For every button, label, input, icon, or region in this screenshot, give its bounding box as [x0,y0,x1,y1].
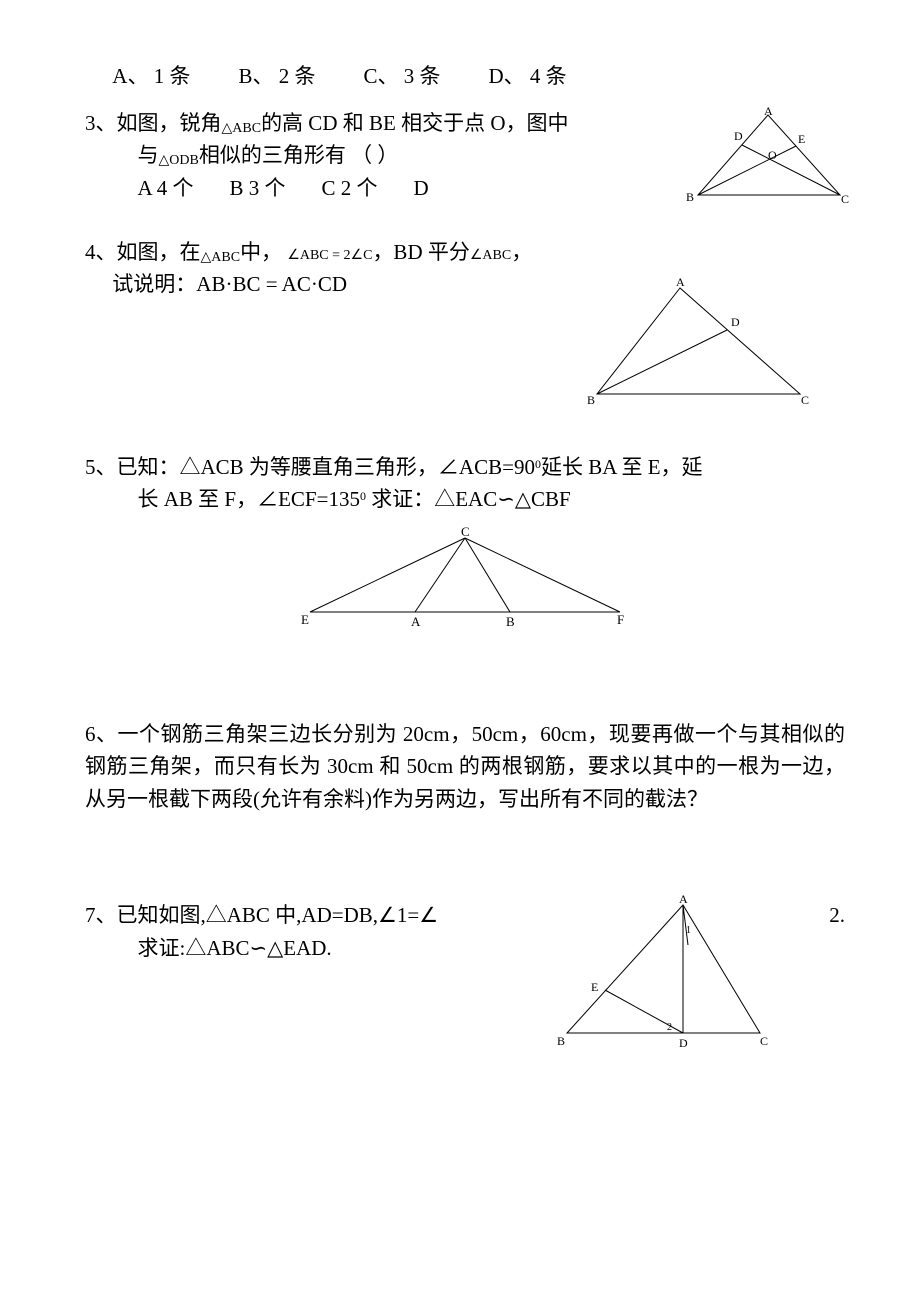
q4-fig-C: C [801,393,809,407]
q3-l1b: 的高 CD 和 BE 相交于点 O，图中 [261,111,568,135]
q4-l2: 试说明：AB·BC = AC·CD [112,272,347,296]
q7: 7、已知如图,△ABC 中,AD=DB,∠1=∠ 2. 求证:△ABC∽△EAD… [85,899,845,1069]
q3-fig-B: B [686,190,694,204]
q5: 5、已知：△ACB 为等腰直角三角形，∠ACB=900延长 BA 至 E，延 长… [85,451,845,634]
q7-l1a: 已知如图,△ABC 中,AD=DB,∠1=∠ [117,903,439,927]
q3-l2b: 相似的三角形有 （ ） [199,143,399,167]
q6: 6、一个钢筋三角架三边长分别为 20cm，50cm，60cm，现要再做一个与其相… [85,718,845,816]
q4-sub3: ∠ABC [470,248,511,263]
q4-fig-A: A [676,276,685,289]
q5-l1b: 延长 BA 至 E，延 [541,455,703,479]
q2-opt-row: A、 1 条 B、 2 条 C、 3 条 D、 4 条 [85,60,845,93]
q4: 4、如图，在△ABC中， ∠ABC = 2∠C，BD 平分∠ABC， 试说明：A… [85,236,845,411]
q4-fig-B: B [587,393,595,407]
q4-sub1: △ABC [201,250,241,265]
q5-figure-wrap: C E A B F [85,524,845,634]
q2-opt-d: D、 4 条 [489,60,567,93]
q3-fig-O: O [768,148,777,162]
q5-line2: 长 AB 至 F，∠ECF=1350 求证：△EAC∽△CBF [85,483,845,516]
q7-fig-B: B [557,1034,565,1048]
q7-fig-2: 2 [667,1022,672,1033]
q3-fig-C: C [841,192,849,206]
q3-opt-b: B 3 个 [230,172,286,205]
q6-body: 6、一个钢筋三角架三边长分别为 20cm，50cm，60cm，现要再做一个与其相… [85,718,845,816]
q4-figure: A B C D [585,276,815,411]
q3-fig-D: D [734,129,743,143]
q7-fig-A: A [679,893,688,906]
q2-opt-a: A、 1 条 [112,60,190,93]
q5-l1: 已知：△ACB 为等腰直角三角形，∠ACB=90 [117,455,535,479]
q4-line1: 4、如图，在△ABC中， ∠ABC = 2∠C，BD 平分∠ABC， [85,236,845,269]
q5-l2b: 求证：△EAC∽△CBF [366,487,571,511]
q5-l2a: 长 AB 至 F，∠ECF=135 [138,487,360,511]
q5-line1: 5、已知：△ACB 为等腰直角三角形，∠ACB=900延长 BA 至 E，延 [85,451,845,484]
q7-l1b: 2. [829,899,845,932]
q3-opt-a: A 4 个 [138,172,194,205]
q3-num: 3、 [85,111,117,135]
q3-sub1: △ABC [222,121,262,136]
q4-l1b: 中， [240,240,287,264]
q5-figure: C E A B F [295,524,635,634]
q4-l1c: ，BD 平分 [372,240,469,264]
q5-fig-C: C [461,524,470,539]
q4-l1d: ， [511,240,532,264]
q4-l1a: 如图，在 [117,240,201,264]
q7-figure: A B C D E 1 2 [555,893,775,1053]
q4-num: 4、 [85,240,117,264]
q3-l1a: 如图，锐角 [117,111,222,135]
q6-num: 6、 [85,722,118,746]
q4-sub2: ∠ABC = 2∠C [287,248,372,263]
q2-options: A、 1 条 B、 2 条 C、 3 条 D、 4 条 [85,60,845,93]
q5-fig-A: A [411,614,421,629]
q5-fig-B: B [506,614,515,629]
q5-fig-E: E [301,612,309,627]
q2-opt-b: B、 2 条 [238,60,315,93]
q4-fig-D: D [731,315,740,329]
q3-sub2: △ODB [159,153,199,168]
q7-l2: 求证:△ABC∽△EAD. [138,936,332,960]
q3-fig-E: E [798,132,805,146]
q5-num: 5、 [85,455,117,479]
q7-fig-D: D [679,1036,688,1050]
q7-fig-1: 1 [686,925,691,936]
q5-fig-F: F [617,612,624,627]
q3: 3、如图，锐角△ABC的高 CD 和 BE 相交于点 O，图中 与△ODB相似的… [85,107,845,222]
q7-fig-E: E [591,980,598,994]
q3-opt-d: D [414,172,429,205]
q2-opt-c: C、 3 条 [363,60,440,93]
q7-fig-C: C [760,1034,768,1048]
q3-opt-c: C 2 个 [322,172,378,205]
q3-figure: A B C D E O [680,107,855,207]
q3-fig-A: A [764,107,773,118]
q3-l2a: 与 [138,143,159,167]
q6-text: 一个钢筋三角架三边长分别为 20cm，50cm，60cm，现要再做一个与其相似的… [85,722,845,811]
q7-num: 7、 [85,903,117,927]
